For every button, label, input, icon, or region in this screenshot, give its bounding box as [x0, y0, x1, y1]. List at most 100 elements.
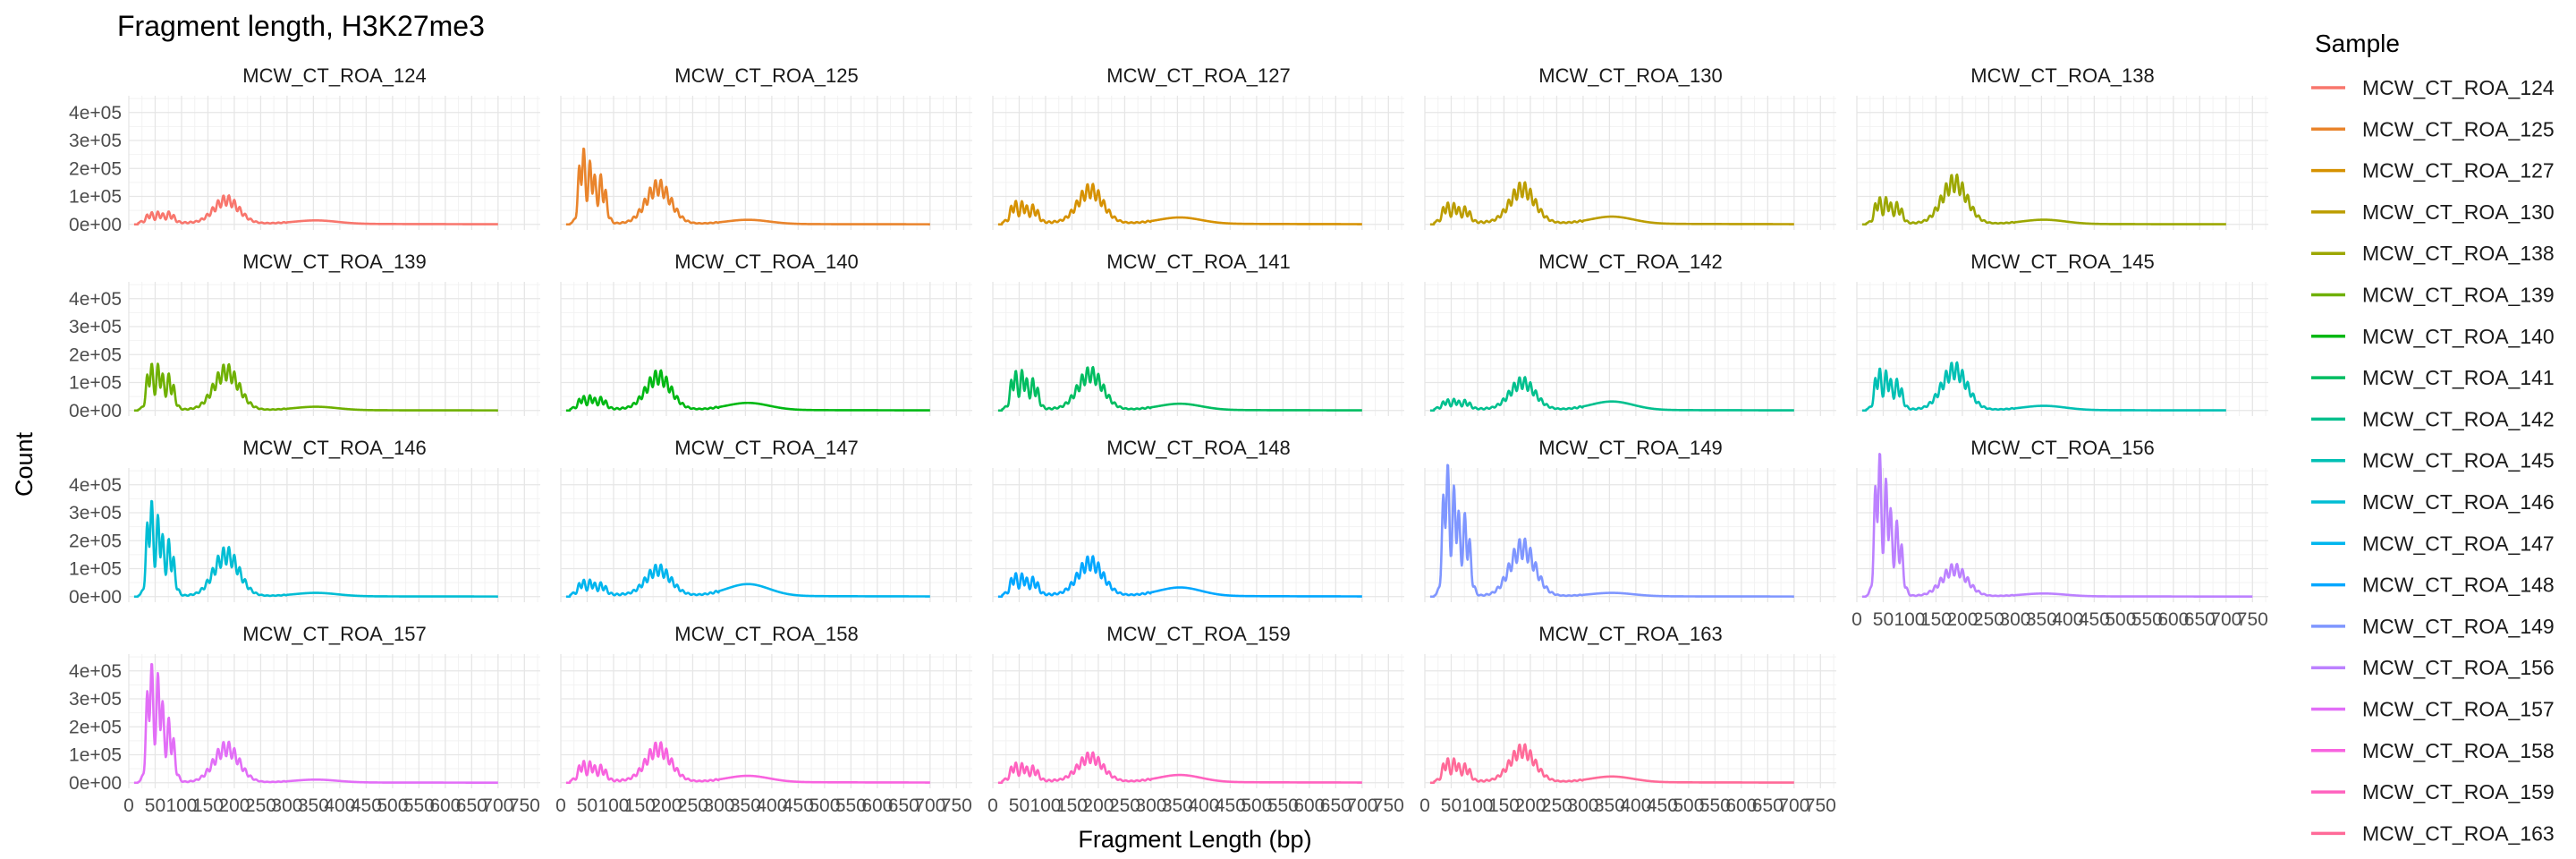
x-tick-label: 350: [2026, 609, 2057, 630]
facet-panel-mcw-ct-roa-142: MCW_CT_ROA_142: [1424, 251, 1836, 416]
legend-label: MCW_CT_ROA_127: [2362, 159, 2555, 183]
facet-panel-mcw-ct-roa-147: MCW_CT_ROA_147: [560, 437, 972, 602]
facet-strip-label: MCW_CT_ROA_157: [242, 623, 426, 645]
x-tick-label: 100: [1894, 609, 1925, 630]
facet-strip-label: MCW_CT_ROA_145: [1970, 251, 2154, 273]
legend-label: MCW_CT_ROA_147: [2362, 532, 2555, 555]
x-tick-label: 100: [1030, 795, 1061, 816]
legend-item-mcw-ct-roa-146: MCW_CT_ROA_146: [2311, 490, 2555, 514]
legend-label: MCW_CT_ROA_138: [2362, 242, 2555, 265]
x-tick-label: 600: [1725, 795, 1757, 816]
y-tick-label: 2e+05: [69, 531, 122, 551]
x-tick-label: 250: [677, 795, 708, 816]
x-tick-label: 750: [509, 795, 540, 816]
facet-panel-mcw-ct-roa-159: MCW_CT_ROA_159 0 50 10015020025030035040045…: [987, 623, 1404, 816]
x-tick-label: 50: [145, 795, 165, 816]
legend-label: MCW_CT_ROA_142: [2362, 407, 2555, 430]
series-line-mcw-ct-roa-145: [1861, 361, 2227, 412]
facet-panel-mcw-ct-roa-158: MCW_CT_ROA_158 0 50 10015020025030035040045…: [555, 623, 972, 816]
series-line-mcw-ct-roa-124: [133, 194, 499, 226]
y-tick-label: 3e+05: [69, 131, 122, 151]
x-tick-label: 650: [888, 795, 919, 816]
series-line-mcw-ct-roa-146: [133, 499, 499, 599]
facet-strip-label: MCW_CT_ROA_148: [1106, 437, 1290, 459]
x-tick-label: 300: [1567, 795, 1598, 816]
chart-title: Fragment length, H3K27me3: [117, 10, 485, 42]
x-tick-label: 300: [1135, 795, 1166, 816]
y-tick-label: 3e+05: [69, 689, 122, 710]
x-tick-label: 550: [1267, 795, 1299, 816]
y-tick-label: 2e+05: [69, 717, 122, 737]
x-tick-label: 600: [861, 795, 893, 816]
facet-panel-mcw-ct-roa-125: MCW_CT_ROA_125: [560, 64, 972, 230]
y-tick-label: 0e+00: [69, 587, 122, 608]
legend-label: MCW_CT_ROA_148: [2362, 574, 2555, 597]
x-tick-label: 100: [165, 795, 197, 816]
x-tick-label: 250: [1973, 609, 2004, 630]
legend-label: MCW_CT_ROA_124: [2362, 76, 2555, 99]
facet-panel-mcw-ct-roa-149: MCW_CT_ROA_149: [1424, 437, 1836, 602]
facet-panel-mcw-ct-roa-163: MCW_CT_ROA_163 0 50 10015020025030035040045…: [1419, 623, 1836, 816]
facet-strip-label: MCW_CT_ROA_159: [1106, 623, 1290, 645]
facet-strip-label: MCW_CT_ROA_140: [674, 251, 858, 273]
legend: MCW_CT_ROA_124 MCW_CT_ROA_125 MCW_CT_ROA_1…: [2311, 76, 2555, 845]
legend-label: MCW_CT_ROA_157: [2362, 698, 2555, 721]
facet-panels: MCW_CT_ROA_1240e+001e+052e+053e+054e+05M…: [69, 64, 2268, 816]
x-tick-label: 50: [1441, 795, 1462, 816]
legend-item-mcw-ct-roa-124: MCW_CT_ROA_124: [2311, 76, 2555, 99]
facet-strip-label: MCW_CT_ROA_158: [674, 623, 858, 645]
series-line-mcw-ct-roa-139: [133, 362, 499, 412]
facet-strip-label: MCW_CT_ROA_127: [1106, 64, 1290, 87]
x-tick-label: 350: [1162, 795, 1193, 816]
y-tick-label: 3e+05: [69, 503, 122, 523]
x-axis-title: Fragment Length (bp): [1078, 826, 1311, 853]
x-tick-label: 250: [1541, 795, 1572, 816]
facet-strip-label: MCW_CT_ROA_130: [1538, 64, 1722, 87]
legend-label: MCW_CT_ROA_158: [2362, 739, 2555, 762]
legend-label: MCW_CT_ROA_141: [2362, 366, 2555, 389]
x-tick-label: 700: [1346, 795, 1377, 816]
x-tick-label: 400: [1620, 795, 1651, 816]
x-tick-label: 450: [351, 795, 382, 816]
x-tick-label: 250: [245, 795, 276, 816]
y-tick-label: 2e+05: [69, 344, 122, 365]
series-line-mcw-ct-roa-148: [997, 555, 1363, 599]
legend-item-mcw-ct-roa-145: MCW_CT_ROA_145: [2311, 449, 2555, 472]
y-tick-label: 0e+00: [69, 215, 122, 235]
x-tick-label: 550: [835, 795, 867, 816]
y-tick-label: 4e+05: [69, 103, 122, 123]
y-tick-label: 3e+05: [69, 317, 122, 337]
x-tick-label: 400: [1188, 795, 1219, 816]
facet-panel-mcw-ct-roa-139: MCW_CT_ROA_139 0e+00 1e+05 2e+05 3e+05 4e+05: [69, 251, 540, 421]
facet-strip-label: MCW_CT_ROA_146: [242, 437, 426, 459]
y-tick-label: 0e+00: [69, 773, 122, 794]
legend-item-mcw-ct-roa-158: MCW_CT_ROA_158: [2311, 739, 2555, 762]
x-tick-label: 700: [482, 795, 513, 816]
x-tick-label: 600: [1293, 795, 1325, 816]
x-tick-label: 200: [1082, 795, 1114, 816]
facet-panel-mcw-ct-roa-156: MCW_CT_ROA_156 0 50 10015020025030035040045…: [1852, 437, 2268, 630]
x-tick-label: 450: [1647, 795, 1678, 816]
legend-label: MCW_CT_ROA_145: [2362, 449, 2555, 472]
x-tick-label: 250: [1109, 795, 1140, 816]
facet-panel-mcw-ct-roa-140: MCW_CT_ROA_140: [560, 251, 972, 416]
legend-item-mcw-ct-roa-156: MCW_CT_ROA_156: [2311, 656, 2555, 679]
legend-label: MCW_CT_ROA_163: [2362, 821, 2555, 845]
legend-label: MCW_CT_ROA_130: [2362, 200, 2555, 224]
facet-strip-label: MCW_CT_ROA_139: [242, 251, 426, 273]
x-tick-label: 100: [597, 795, 629, 816]
x-tick-label: 450: [783, 795, 814, 816]
legend-label: MCW_CT_ROA_156: [2362, 656, 2555, 679]
legend-item-mcw-ct-roa-149: MCW_CT_ROA_149: [2311, 615, 2555, 638]
facet-strip-label: MCW_CT_ROA_125: [674, 64, 858, 87]
x-tick-label: 150: [1488, 795, 1520, 816]
facet-strip-label: MCW_CT_ROA_149: [1538, 437, 1722, 459]
series-line-mcw-ct-roa-157: [133, 662, 499, 785]
y-tick-label: 0e+00: [69, 401, 122, 421]
x-tick-label: 200: [650, 795, 682, 816]
x-tick-label: 600: [429, 795, 461, 816]
series-line-mcw-ct-roa-141: [997, 365, 1363, 412]
x-tick-label: 700: [1778, 795, 1809, 816]
legend-item-mcw-ct-roa-147: MCW_CT_ROA_147: [2311, 532, 2555, 555]
